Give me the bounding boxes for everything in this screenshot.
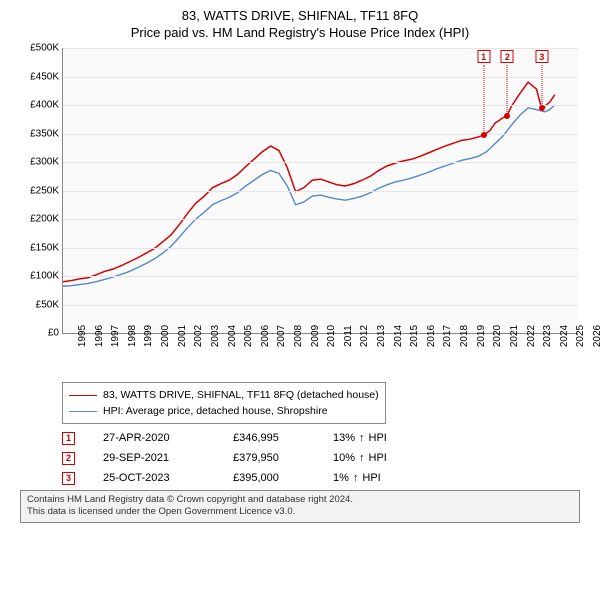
ytick-label: £400K xyxy=(30,100,59,111)
sales-index-2: 2 xyxy=(62,452,75,465)
legend-label-1: HPI: Average price, detached house, Shro… xyxy=(103,405,328,417)
gridline-h xyxy=(63,305,578,306)
legend-swatch-1 xyxy=(69,411,97,412)
chart-marker-dot xyxy=(504,113,510,119)
arrow-up-icon: ↑ xyxy=(353,472,359,484)
gridline-h xyxy=(63,191,578,192)
ytick-label: £350K xyxy=(30,128,59,139)
gridline-h xyxy=(63,134,578,135)
chart-marker-line xyxy=(507,65,508,116)
ytick-label: £250K xyxy=(30,185,59,196)
sales-price-1: £346,995 xyxy=(233,432,333,444)
sales-row-2: 2 29-SEP-2021 £379,950 10% ↑ HPI xyxy=(62,448,580,468)
sales-price-2: £379,950 xyxy=(233,452,333,464)
footer-line-2: This data is licensed under the Open Gov… xyxy=(27,506,573,518)
sales-date-1: 27-APR-2020 xyxy=(103,432,233,444)
title-block: 83, WATTS DRIVE, SHIFNAL, TF11 8FQ Price… xyxy=(10,8,590,40)
gridline-h xyxy=(63,276,578,277)
gridline-h xyxy=(63,248,578,249)
gridline-h xyxy=(63,77,578,78)
gridline-h xyxy=(63,219,578,220)
ytick-label: £100K xyxy=(30,271,59,282)
ytick-label: £150K xyxy=(30,242,59,253)
legend-swatch-0 xyxy=(69,395,97,396)
sales-index-1: 1 xyxy=(62,432,75,445)
chart-title: 83, WATTS DRIVE, SHIFNAL, TF11 8FQ xyxy=(10,8,590,23)
chart-area: £0 £50K £100K £150K £200K £250K £300K £350K £400… xyxy=(10,44,590,376)
sales-price-3: £395,000 xyxy=(233,472,333,484)
legend-label-0: 83, WATTS DRIVE, SHIFNAL, TF11 8FQ (deta… xyxy=(103,389,379,401)
legend-row-series-0: 83, WATTS DRIVE, SHIFNAL, TF11 8FQ (deta… xyxy=(69,387,379,403)
chart-marker-dot xyxy=(539,105,545,111)
gridline-h xyxy=(63,162,578,163)
sales-index-3: 3 xyxy=(62,472,75,485)
sales-row-3: 3 25-OCT-2023 £395,000 1% ↑ HPI xyxy=(62,468,580,488)
sales-pct-2: 10% ↑ HPI xyxy=(333,452,443,464)
plot-region: £0£50K£100K£150K£200K£250K£300K£350K£400… xyxy=(62,48,578,334)
series-line-0 xyxy=(63,82,555,282)
gridline-h xyxy=(63,48,578,49)
ytick-label: £0 xyxy=(48,328,59,339)
xtick-label: 2026 xyxy=(578,325,600,347)
ytick-label: £450K xyxy=(30,71,59,82)
ytick-label: £300K xyxy=(30,157,59,168)
chart-marker-box: 1 xyxy=(477,50,490,63)
ytick-label: £200K xyxy=(30,214,59,225)
sales-table: 1 27-APR-2020 £346,995 13% ↑ HPI 2 29-SE… xyxy=(62,428,580,488)
sales-row-1: 1 27-APR-2020 £346,995 13% ↑ HPI xyxy=(62,428,580,448)
chart-marker-line xyxy=(483,65,484,135)
arrow-up-icon: ↑ xyxy=(359,432,365,444)
sales-date-3: 25-OCT-2023 xyxy=(103,472,233,484)
gridline-h xyxy=(63,105,578,106)
sales-pct-3: 1% ↑ HPI xyxy=(333,472,443,484)
sales-pct-1: 13% ↑ HPI xyxy=(333,432,443,444)
chart-marker-box: 2 xyxy=(501,50,514,63)
sales-date-2: 29-SEP-2021 xyxy=(103,452,233,464)
chart-marker-box: 3 xyxy=(535,50,548,63)
chart-marker-dot xyxy=(481,132,487,138)
legend-box: 83, WATTS DRIVE, SHIFNAL, TF11 8FQ (deta… xyxy=(62,382,386,424)
ytick-label: £50K xyxy=(36,299,59,310)
footer-line-1: Contains HM Land Registry data © Crown c… xyxy=(27,494,573,506)
legend-row-series-1: HPI: Average price, detached house, Shro… xyxy=(69,403,379,419)
chart-subtitle: Price paid vs. HM Land Registry's House … xyxy=(10,25,590,40)
arrow-up-icon: ↑ xyxy=(359,452,365,464)
chart-marker-line xyxy=(541,65,542,108)
ytick-label: £500K xyxy=(30,43,59,54)
footer-attribution: Contains HM Land Registry data © Crown c… xyxy=(20,490,580,523)
